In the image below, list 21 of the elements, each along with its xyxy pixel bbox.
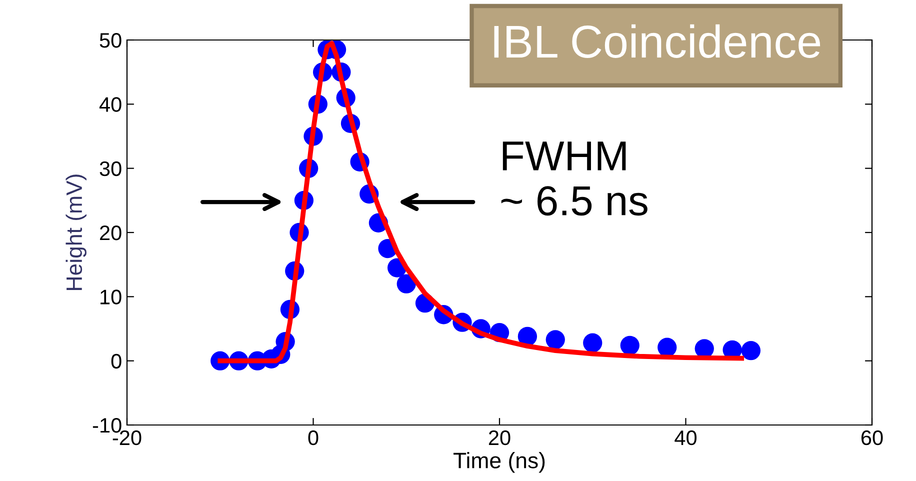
point — [658, 338, 677, 357]
y-tick-label: 50 — [100, 33, 122, 48]
point — [518, 326, 538, 346]
y-tick-label: 20 — [100, 226, 122, 240]
annotation: FWHM ~ 6.5 ns — [501, 142, 648, 216]
y-tick-label: 0 — [111, 354, 122, 369]
point — [583, 333, 602, 352]
x-tick-label: 60 — [861, 430, 883, 446]
x-axis-title: Time (ns) — [454, 452, 545, 473]
point — [620, 336, 640, 356]
x-tick-label: 40 — [674, 430, 697, 446]
y-axis-title: Height (mV) — [66, 174, 86, 290]
y-tick-label: 40 — [99, 97, 122, 112]
point — [546, 330, 565, 350]
y-tick-label: 10 — [100, 290, 122, 304]
point — [741, 340, 761, 360]
x-tick-label: 0 — [308, 430, 318, 446]
x-tick-label: 20 — [488, 430, 510, 446]
point — [396, 274, 416, 294]
chart-title: IBL Coincidence — [494, 24, 820, 58]
y-tick-label: 30 — [100, 161, 122, 176]
